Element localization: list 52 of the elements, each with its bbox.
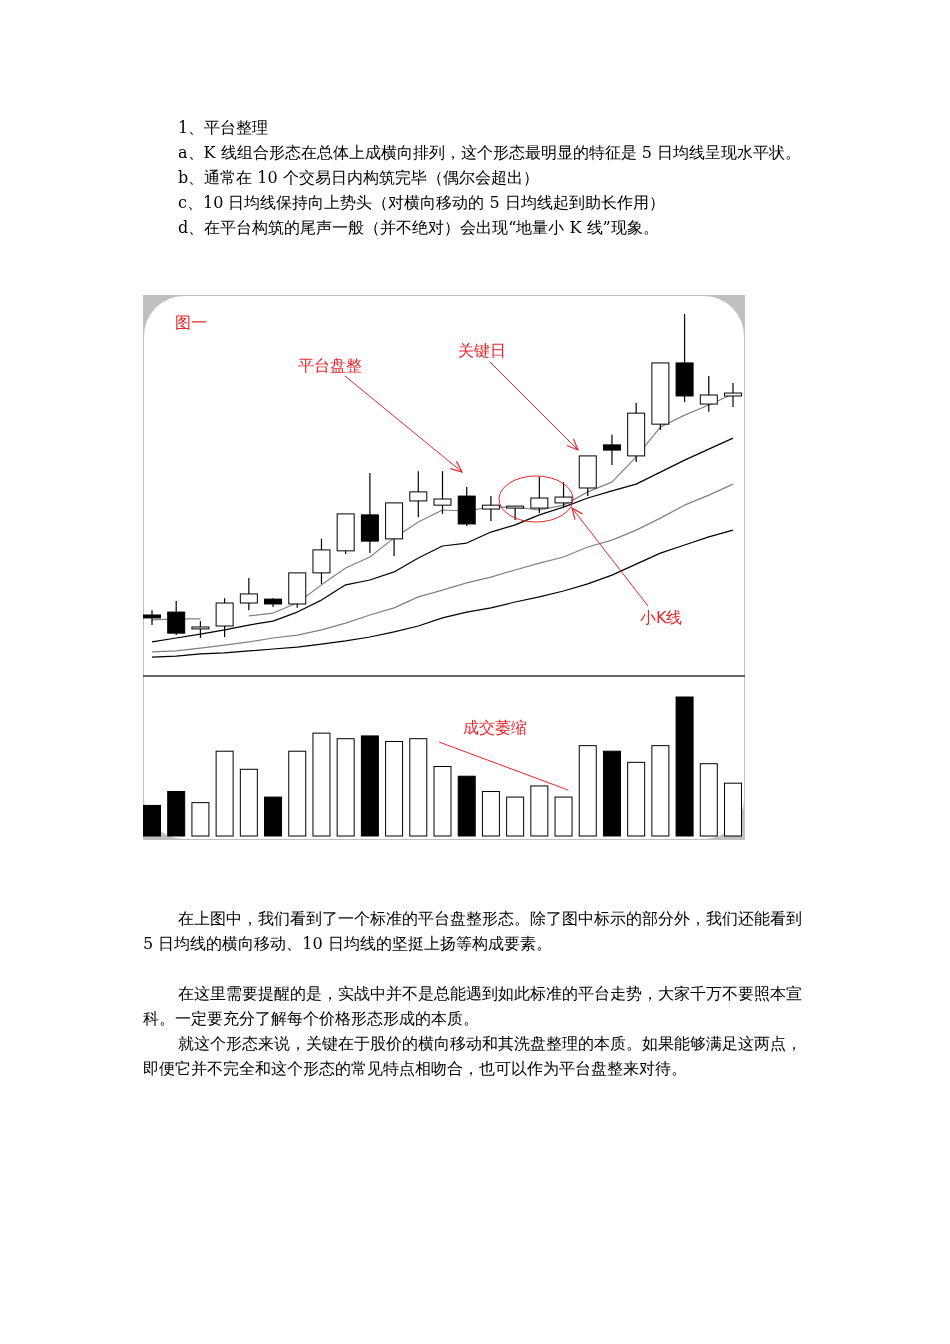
bar [312,732,331,837]
candlestick [433,470,452,515]
candlestick [481,495,500,522]
bar [191,802,210,837]
text: 就这个形态来说，关键在于股价的横向移动和其洗盘整理的本质。如果能够满足这两点，即便它并不完全和这个形态的常见特点相吻合，也可以作为平台盘整来对待。 [143,1034,802,1078]
annotation: 图一 [175,313,207,332]
candlestick [506,505,525,521]
bar [288,750,307,837]
bar [433,766,452,837]
text: 在上图中，我们看到了一个标准的平台盘整形态。除了图中标示的部分外，我们还能看到 5 日均线的横向移动、10 日均线的坚挺上扬等构成要素。 [143,909,802,953]
text: b、通常在 10 个交易日内构筑完毕（偶尔会超出） [178,168,539,187]
candlestick [215,597,234,638]
candlestick [143,609,161,626]
candlestick [239,577,258,611]
annotation: 小K线 [640,608,683,627]
bar [239,768,258,837]
bar [409,738,428,837]
candlestick [554,481,573,508]
bar [651,745,670,837]
annotation: 成交萎缩 [463,718,527,737]
candlestick [724,382,742,408]
bar [699,763,718,837]
candlestick [167,600,186,636]
bar [264,796,283,837]
bar [143,804,161,837]
bar [336,738,355,837]
bar [554,796,573,837]
text: d、在平台构筑的尾声一般（并不绝对）会出现“地量小 K 线”现象。 [178,218,659,237]
bar [506,796,525,837]
text: 在这里需要提醒的是，实战中并不是总能遇到如此标准的平台走势，大家千万不要照本宣科。一定要充分了解每个价格形态形成的本质。 [143,984,802,1028]
bar [385,740,404,837]
bar [724,782,742,837]
bar [578,745,597,837]
candlestick [699,375,718,413]
bar [481,791,500,837]
chart-title: 1、平台整理 [178,118,269,137]
candlestick [530,476,549,514]
text: c、10 日均线保持向上势头（对横向移动的 5 日均线起到助长作用） [178,193,665,212]
bar [215,750,234,837]
bar [675,696,694,837]
annotation: 平台盘整 [298,356,362,375]
candlestick [312,538,331,585]
annotation: 关键日 [458,341,506,360]
bar [167,791,186,837]
bar [627,761,646,837]
text: a、K 线组合形态在总体上成横向排列，这个形态最明显的特征是 5 日均线呈现水平状。 [178,143,801,162]
candlestick [409,470,428,518]
bar [602,750,621,837]
bar [530,785,549,837]
bar [360,735,379,837]
candlestick [602,434,621,466]
bar [457,775,476,837]
